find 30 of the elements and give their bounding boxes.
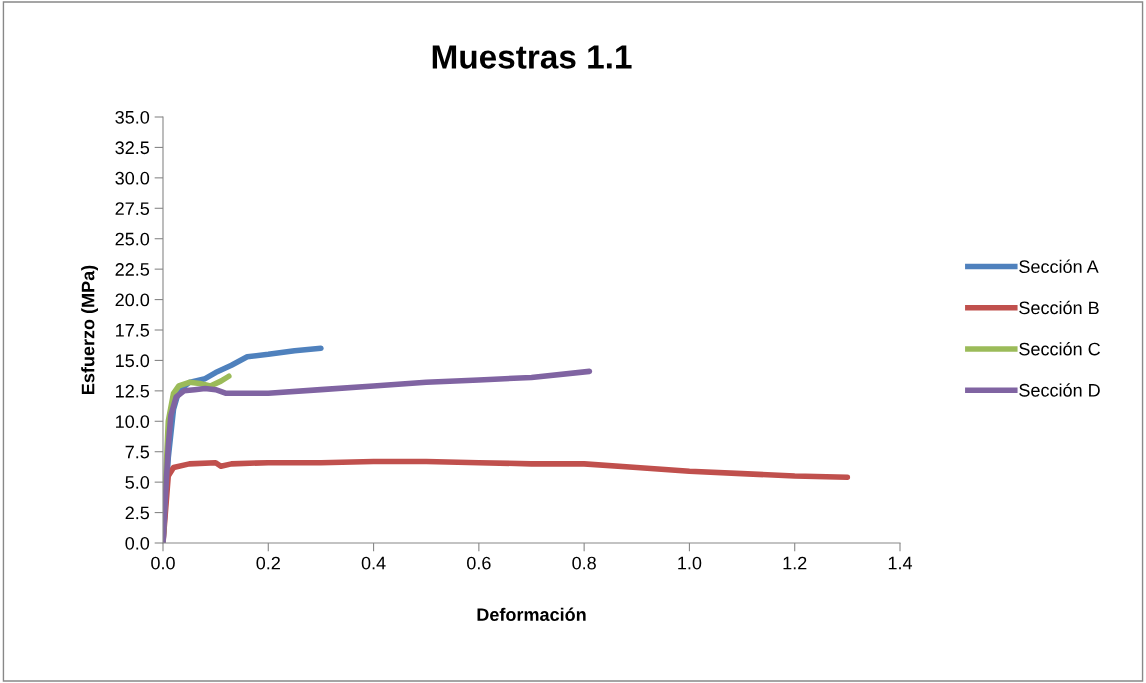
y-tick-label: 25.0 <box>115 232 150 246</box>
y-axis-title: Esfuerzo (MPa) <box>81 265 98 394</box>
y-tick-label: 5.0 <box>125 476 150 489</box>
y-tick-label: 15.0 <box>116 354 150 368</box>
y-tick-label: 2.5 <box>125 506 150 520</box>
x-tick-label: 0.4 <box>361 556 386 570</box>
chart-title: Muestras 1.1 <box>432 45 632 69</box>
y-tick-label: 7.5 <box>125 445 150 459</box>
y-tick-label: 10.0 <box>116 415 150 429</box>
x-tick-label: 0.2 <box>256 556 280 570</box>
legend-label: Sección C <box>1019 341 1100 356</box>
y-tick-label: 17.5 <box>116 324 150 337</box>
x-tick-label: 1.4 <box>888 556 913 570</box>
y-tick-label: 0.0 <box>125 536 150 550</box>
x-tick-label: 0.0 <box>151 556 175 570</box>
y-tick-label: 27.5 <box>115 202 150 216</box>
legend-label: Sección B <box>1019 300 1099 315</box>
y-tick-label: 35.0 <box>115 110 150 124</box>
y-tick-label: 22.5 <box>115 263 150 276</box>
y-tick-label: 30.0 <box>115 171 150 185</box>
y-tick-label: 32.5 <box>115 141 150 155</box>
legend-label: Sección A <box>1019 259 1099 274</box>
x-tick-label: 1.0 <box>678 556 702 570</box>
y-tick-label: 20.0 <box>115 293 150 307</box>
y-tick-label: 12.5 <box>116 384 150 398</box>
legend-label: Sección D <box>1019 383 1100 397</box>
x-tick-label: 1.2 <box>783 556 807 570</box>
x-tick-label: 0.8 <box>572 556 596 570</box>
x-axis-title: Deformación <box>477 607 586 622</box>
x-tick-label: 0.6 <box>467 556 491 570</box>
